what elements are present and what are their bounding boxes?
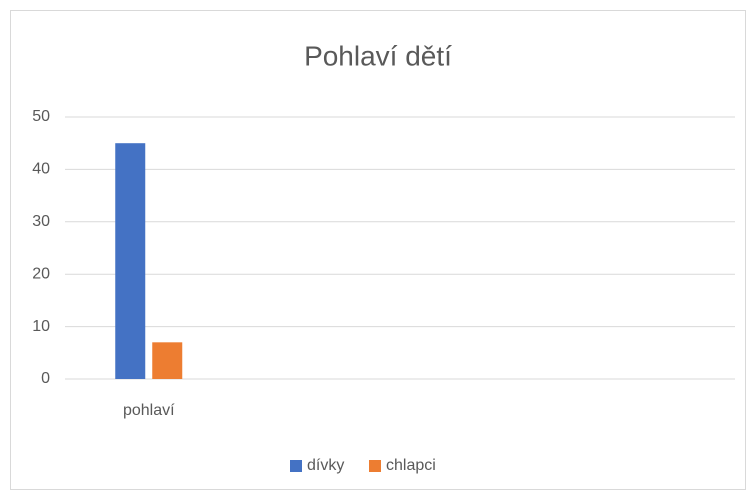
x-tick-label: pohlaví [123, 402, 175, 419]
y-tick-label: 20 [32, 265, 50, 282]
legend-swatch [290, 460, 302, 472]
y-tick-label: 50 [32, 108, 50, 125]
y-tick-label: 0 [41, 370, 50, 387]
legend-label: dívky [307, 457, 344, 474]
y-tick-label: 30 [32, 213, 50, 230]
y-tick-label: 10 [32, 318, 50, 335]
bar [115, 143, 146, 379]
chart-title: Pohlaví dětí [304, 40, 452, 71]
bar [152, 342, 183, 379]
y-tick-label: 40 [32, 161, 50, 178]
legend-swatch [369, 460, 381, 472]
legend-label: chlapci [386, 457, 436, 474]
